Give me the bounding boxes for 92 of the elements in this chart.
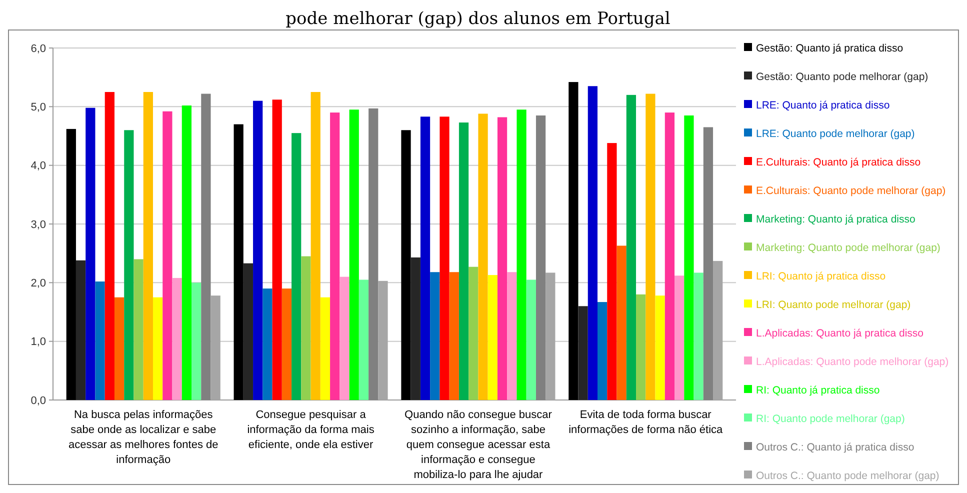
bar bbox=[262, 288, 272, 400]
bar bbox=[320, 297, 330, 400]
bar bbox=[694, 272, 704, 400]
bar bbox=[607, 143, 617, 400]
bar bbox=[626, 94, 636, 400]
legend-label: LRE: Quanto já pratica disso bbox=[756, 100, 890, 112]
y-tick-label: 1,0 bbox=[30, 336, 46, 348]
bar bbox=[536, 115, 546, 400]
y-tick-label: 4,0 bbox=[30, 160, 46, 172]
bar bbox=[449, 272, 459, 400]
y-tick-label: 5,0 bbox=[30, 102, 46, 114]
legend-label: Gestão: Quanto pode melhorar (gap) bbox=[756, 71, 928, 84]
bar bbox=[568, 82, 578, 400]
legend-label: RI: Quanto pode melhorar (gap) bbox=[756, 413, 905, 426]
bar bbox=[114, 297, 124, 400]
bar bbox=[234, 124, 244, 400]
legend-label: L.Aplicadas: Quanto já pratica disso bbox=[756, 328, 924, 340]
bar bbox=[410, 257, 420, 400]
bar bbox=[507, 272, 517, 400]
bar bbox=[458, 122, 469, 400]
bar bbox=[664, 112, 675, 400]
bar bbox=[143, 92, 153, 400]
bar bbox=[301, 256, 311, 400]
bar bbox=[243, 263, 254, 400]
bar bbox=[684, 115, 694, 400]
bar bbox=[172, 278, 182, 400]
legend-label: Marketing: Quanto já pratica disso bbox=[756, 214, 916, 226]
bar bbox=[578, 306, 588, 400]
bar bbox=[192, 282, 202, 400]
legend-label: Gestão: Quanto já pratica disso bbox=[756, 42, 904, 55]
legend-label: E.Culturais: Quanto já pratica disso bbox=[756, 156, 921, 169]
bar bbox=[86, 108, 96, 400]
bar bbox=[95, 281, 105, 400]
bar bbox=[340, 276, 350, 400]
legend-label: L.Aplicadas: Quanto pode melhorar (gap) bbox=[756, 356, 949, 368]
bar bbox=[210, 296, 220, 400]
bar bbox=[616, 246, 626, 400]
bar bbox=[134, 259, 144, 400]
bar bbox=[162, 111, 172, 400]
bar bbox=[598, 302, 608, 400]
bar bbox=[272, 100, 282, 400]
bar bbox=[546, 272, 556, 400]
x-tick-label: Na busca pelas informações sabe onde as localizar e sabe acessar as melhores fontes de informação bbox=[68, 409, 218, 466]
legend-label: LRE: Quanto pode melhorar (gap) bbox=[756, 128, 915, 140]
bar bbox=[516, 110, 526, 400]
bar bbox=[497, 117, 508, 400]
bar bbox=[478, 114, 488, 400]
y-tick-label: 0,0 bbox=[30, 394, 46, 407]
bar bbox=[636, 294, 646, 400]
bar bbox=[282, 288, 292, 400]
bar bbox=[76, 260, 86, 400]
x-tick-label: Quando não consegue buscar sozinho a informação, sabe quem consegue acessar esta informação e consegue mobiliza-lo para lhe ajudar bbox=[404, 409, 552, 481]
legend-label: Outros C.: Quanto já pratica disso bbox=[756, 442, 914, 454]
legend-label: RI: Quanto já pratica disso bbox=[756, 384, 880, 397]
bar bbox=[488, 275, 498, 400]
bar bbox=[588, 86, 598, 400]
bar bbox=[253, 100, 263, 400]
legend-label: Outros C.: Quanto pode melhorar (gap) bbox=[756, 470, 940, 482]
bar bbox=[420, 116, 430, 400]
bar bbox=[440, 116, 450, 400]
bar bbox=[124, 130, 134, 400]
bar bbox=[349, 110, 359, 400]
bar bbox=[674, 276, 684, 400]
bar bbox=[713, 260, 723, 400]
x-tick-label: Consegue pesquisar a informação da forma mais eficiente, onde ela estiver bbox=[247, 409, 375, 451]
y-tick-label: 6,0 bbox=[30, 42, 46, 55]
legend-label: Marketing: Quanto pode melhorar (gap) bbox=[756, 242, 940, 254]
legend-label: LRI: Quanto pode melhorar (gap) bbox=[756, 299, 911, 312]
bar bbox=[703, 127, 714, 400]
bar bbox=[310, 92, 320, 400]
bar bbox=[66, 128, 76, 400]
bar bbox=[378, 280, 388, 400]
bar bbox=[292, 133, 302, 400]
bar bbox=[152, 297, 163, 400]
bar bbox=[430, 272, 440, 400]
y-tick-label: 2,0 bbox=[30, 278, 46, 290]
bar bbox=[401, 130, 411, 400]
bar bbox=[526, 280, 536, 400]
legend-label: E.Culturais: Quanto pode melhorar (gap) bbox=[756, 185, 946, 198]
chart-title: pode melhorar (gap) dos alunos em Portugal bbox=[286, 9, 670, 29]
bar bbox=[330, 112, 340, 400]
x-tick-label: Evita de toda forma buscar informações de forma não ética bbox=[568, 409, 724, 436]
bar bbox=[468, 266, 478, 400]
bar bbox=[368, 108, 378, 400]
bar bbox=[646, 94, 656, 400]
legend-label: LRI: Quanto já pratica disso bbox=[756, 270, 886, 283]
bar bbox=[104, 92, 114, 400]
y-tick-label: 3,0 bbox=[30, 218, 46, 231]
bar bbox=[358, 280, 369, 400]
bar bbox=[201, 94, 211, 400]
bar bbox=[655, 296, 665, 400]
bar bbox=[182, 105, 192, 400]
